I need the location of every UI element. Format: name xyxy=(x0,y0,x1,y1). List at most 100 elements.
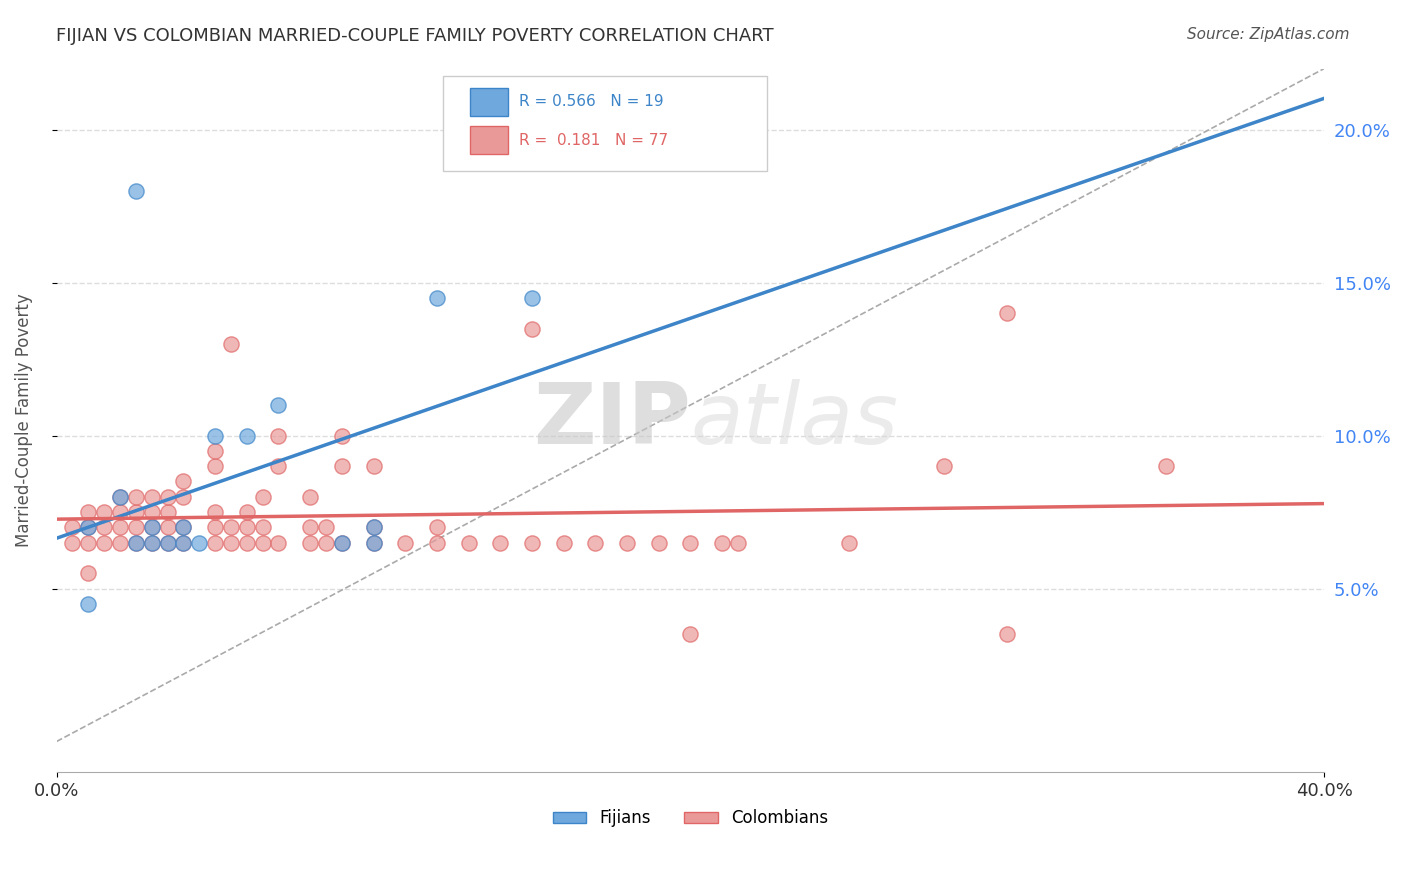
Point xyxy=(583,535,606,549)
Point xyxy=(252,535,274,549)
Point xyxy=(727,535,749,549)
Point xyxy=(188,535,211,549)
Point xyxy=(838,535,860,549)
Point xyxy=(77,520,100,534)
Point xyxy=(995,306,1018,320)
Point xyxy=(267,428,290,442)
Text: R = 0.566   N = 19: R = 0.566 N = 19 xyxy=(519,94,664,109)
FancyBboxPatch shape xyxy=(470,127,508,154)
Point xyxy=(172,475,194,489)
Point xyxy=(125,520,148,534)
Point xyxy=(204,443,226,458)
Point xyxy=(363,520,385,534)
Point xyxy=(363,535,385,549)
Point xyxy=(315,520,337,534)
Point xyxy=(330,428,353,442)
Point xyxy=(252,520,274,534)
Point xyxy=(219,520,242,534)
Point xyxy=(108,490,131,504)
Point xyxy=(616,535,638,549)
FancyBboxPatch shape xyxy=(443,76,766,170)
Point xyxy=(172,520,194,534)
Point xyxy=(648,535,671,549)
Point xyxy=(125,490,148,504)
Text: ZIP: ZIP xyxy=(533,379,690,462)
Point xyxy=(77,505,100,519)
Point xyxy=(457,535,479,549)
Point xyxy=(204,535,226,549)
Text: FIJIAN VS COLOMBIAN MARRIED-COUPLE FAMILY POVERTY CORRELATION CHART: FIJIAN VS COLOMBIAN MARRIED-COUPLE FAMIL… xyxy=(56,27,773,45)
Point xyxy=(219,535,242,549)
Point xyxy=(252,490,274,504)
Point xyxy=(141,505,163,519)
Point xyxy=(62,535,84,549)
Legend: Fijians, Colombians: Fijians, Colombians xyxy=(546,803,835,834)
Point xyxy=(489,535,512,549)
Point xyxy=(236,535,259,549)
Point xyxy=(77,597,100,611)
Point xyxy=(204,428,226,442)
Point xyxy=(204,520,226,534)
Point xyxy=(553,535,575,549)
Point xyxy=(426,535,449,549)
Point xyxy=(315,535,337,549)
Text: R =  0.181   N = 77: R = 0.181 N = 77 xyxy=(519,133,668,148)
Point xyxy=(156,490,179,504)
Point xyxy=(93,535,115,549)
Point xyxy=(711,535,734,549)
Point xyxy=(108,490,131,504)
Point xyxy=(77,535,100,549)
Point xyxy=(156,505,179,519)
Point xyxy=(141,520,163,534)
Point xyxy=(679,535,702,549)
Point xyxy=(299,520,322,534)
Point xyxy=(204,505,226,519)
Point xyxy=(219,336,242,351)
Point xyxy=(1154,459,1177,474)
Point xyxy=(932,459,955,474)
Point xyxy=(520,291,543,305)
Point xyxy=(679,627,702,641)
Point xyxy=(141,490,163,504)
Point xyxy=(125,184,148,198)
Point xyxy=(330,535,353,549)
Point xyxy=(426,291,449,305)
Point xyxy=(267,459,290,474)
Point xyxy=(363,459,385,474)
Point xyxy=(108,505,131,519)
Point xyxy=(141,520,163,534)
Point xyxy=(156,535,179,549)
Point xyxy=(93,520,115,534)
Point xyxy=(363,535,385,549)
Point xyxy=(108,535,131,549)
Point xyxy=(426,520,449,534)
Point xyxy=(267,398,290,412)
Point xyxy=(141,535,163,549)
Point xyxy=(172,535,194,549)
Point xyxy=(77,566,100,581)
Point xyxy=(125,535,148,549)
FancyBboxPatch shape xyxy=(470,87,508,116)
Point xyxy=(93,505,115,519)
Y-axis label: Married-Couple Family Poverty: Married-Couple Family Poverty xyxy=(15,293,32,547)
Point xyxy=(520,535,543,549)
Point xyxy=(172,520,194,534)
Point xyxy=(172,490,194,504)
Point xyxy=(236,520,259,534)
Point xyxy=(299,490,322,504)
Point xyxy=(77,520,100,534)
Point xyxy=(330,535,353,549)
Point xyxy=(172,535,194,549)
Point xyxy=(236,428,259,442)
Point xyxy=(330,459,353,474)
Point xyxy=(363,520,385,534)
Text: atlas: atlas xyxy=(690,379,898,462)
Point xyxy=(156,535,179,549)
Point xyxy=(520,321,543,335)
Point xyxy=(267,535,290,549)
Point xyxy=(394,535,416,549)
Point xyxy=(236,505,259,519)
Point xyxy=(125,505,148,519)
Point xyxy=(62,520,84,534)
Point xyxy=(141,535,163,549)
